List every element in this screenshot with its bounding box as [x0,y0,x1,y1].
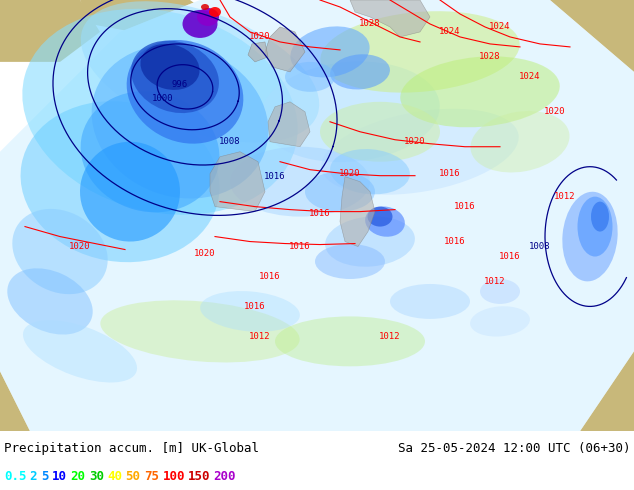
Polygon shape [320,0,634,152]
Ellipse shape [330,149,410,195]
Ellipse shape [470,306,530,337]
Polygon shape [340,177,375,246]
Ellipse shape [197,8,219,26]
Ellipse shape [81,1,320,143]
Text: 1016: 1016 [454,202,476,211]
Text: 996: 996 [172,80,188,89]
Polygon shape [268,102,310,147]
Text: 20: 20 [70,469,86,483]
Ellipse shape [562,192,618,281]
Text: 1012: 1012 [554,192,576,201]
Text: 1008: 1008 [219,137,241,146]
Polygon shape [350,0,430,37]
Polygon shape [0,0,634,431]
Ellipse shape [305,172,375,212]
Text: 1020: 1020 [339,169,361,178]
Polygon shape [80,0,220,37]
Polygon shape [0,0,100,62]
Ellipse shape [390,284,470,319]
Text: 30: 30 [89,469,104,483]
Ellipse shape [285,62,335,92]
Text: 1012: 1012 [484,277,506,286]
Text: 100: 100 [162,469,185,483]
Ellipse shape [80,142,180,242]
Ellipse shape [260,61,440,162]
Text: 1016: 1016 [439,169,461,178]
Ellipse shape [320,102,440,162]
Text: 1016: 1016 [444,237,466,246]
Ellipse shape [81,91,219,212]
Text: 1016: 1016 [309,209,331,218]
Polygon shape [265,27,305,72]
Ellipse shape [320,11,520,93]
Ellipse shape [578,196,612,257]
Text: 1020: 1020 [69,242,91,251]
Ellipse shape [365,206,405,237]
Text: 10: 10 [52,469,67,483]
Text: Precipitation accum. [m] UK-Global: Precipitation accum. [m] UK-Global [4,442,259,455]
Ellipse shape [46,334,54,339]
Text: Sa 25-05-2024 12:00 UTC (06+30): Sa 25-05-2024 12:00 UTC (06+30) [398,442,630,455]
Ellipse shape [201,4,209,10]
Text: 1024: 1024 [519,73,541,81]
Text: 1024: 1024 [439,27,461,36]
Ellipse shape [141,44,200,90]
Text: 1016: 1016 [259,272,281,281]
Text: 1000: 1000 [152,94,174,103]
Text: 1020: 1020 [544,107,566,116]
Ellipse shape [127,40,243,144]
Text: 1016: 1016 [264,172,286,181]
Ellipse shape [12,209,108,294]
Text: 75: 75 [144,469,159,483]
Polygon shape [480,0,634,431]
Ellipse shape [100,300,300,363]
Ellipse shape [7,269,93,335]
Text: 1016: 1016 [289,242,311,251]
Polygon shape [0,331,634,431]
Ellipse shape [131,41,219,113]
Ellipse shape [22,9,298,215]
Ellipse shape [20,101,219,262]
Text: 1028: 1028 [479,52,501,61]
Ellipse shape [275,317,425,367]
Ellipse shape [315,244,385,279]
Polygon shape [0,0,634,431]
Text: 2: 2 [30,469,37,483]
Text: 40: 40 [107,469,122,483]
Ellipse shape [330,54,390,90]
Text: 1016: 1016 [244,302,266,311]
Ellipse shape [400,56,560,127]
Ellipse shape [290,26,370,77]
Text: 50: 50 [126,469,141,483]
Ellipse shape [183,10,217,38]
Text: 0.5: 0.5 [4,469,27,483]
Text: 1012: 1012 [379,332,401,341]
Ellipse shape [321,109,519,195]
Text: 1020: 1020 [404,137,426,146]
Text: 1016: 1016 [499,252,521,261]
Text: 1028: 1028 [359,20,381,28]
Text: 1020: 1020 [249,32,271,42]
Ellipse shape [23,320,137,383]
Text: 1024: 1024 [489,23,511,31]
Text: 5: 5 [41,469,48,483]
Ellipse shape [325,217,415,267]
Ellipse shape [480,279,520,304]
Text: 1012: 1012 [249,332,271,341]
Ellipse shape [470,111,569,172]
Ellipse shape [209,7,221,17]
Text: 1008: 1008 [529,242,551,251]
Ellipse shape [200,291,300,332]
Text: 1020: 1020 [194,249,216,258]
Ellipse shape [230,147,370,217]
Ellipse shape [591,201,609,232]
Polygon shape [248,42,268,62]
Polygon shape [210,152,265,212]
Ellipse shape [92,45,268,198]
Text: 200: 200 [214,469,236,483]
Text: 150: 150 [188,469,210,483]
Ellipse shape [368,207,392,226]
